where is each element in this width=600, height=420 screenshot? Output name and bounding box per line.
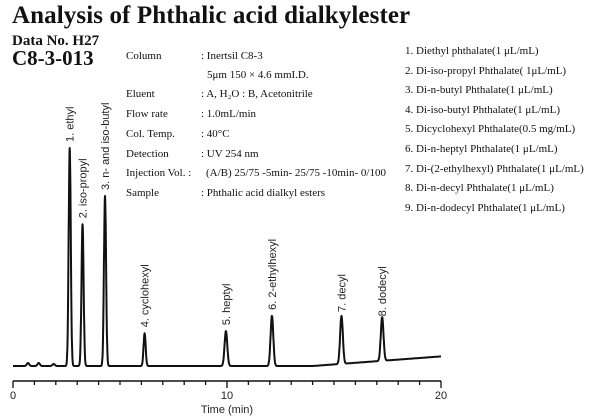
svg-text:10: 10	[221, 390, 233, 402]
svg-text:7. decyl: 7. decyl	[337, 274, 349, 312]
data-number: Data No. H27	[12, 33, 100, 49]
page-title: Analysis of Phthalic acid dialkylester	[12, 2, 411, 29]
condition-column-dims: 5μm 150 × 4.6 mmI.D.	[207, 69, 309, 81]
svg-text:20: 20	[435, 390, 447, 402]
svg-text:0: 0	[10, 390, 16, 402]
condition-col-temp: Col. Temp.: 40°C	[126, 128, 230, 140]
legend-item: 6. Di-n-heptyl Phthalate(1 μL/mL)	[405, 142, 558, 155]
condition-column: Column: Inertsil C8-3	[126, 50, 263, 62]
svg-text:5. heptyl: 5. heptyl	[221, 284, 233, 326]
legend-item: 4. Di-iso-butyl Phthalate(1 μL/mL)	[405, 103, 560, 116]
legend-item: 5. Dicyclohexyl Phthalate(0.5 mg/mL)	[405, 123, 576, 136]
svg-text:2. iso-propyl: 2. iso-propyl	[78, 158, 90, 218]
svg-text:4. cyclohexyl: 4. cyclohexyl	[140, 264, 152, 327]
legend-item: 9. Di-n-dodecyl Phthalate(1 μL/mL)	[405, 201, 565, 214]
column-code: C8-3-013	[12, 46, 94, 70]
legend-item: 8. Di-n-decyl Phthalate(1 μL/mL)	[405, 182, 554, 195]
compound-legend: 1. Diethyl phthalate(1 μL/mL) 2. Di-iso-…	[405, 42, 584, 218]
x-axis: 0 10 20	[10, 380, 447, 402]
svg-text:3. n- and iso-butyl: 3. n- and iso-butyl	[100, 103, 112, 190]
svg-text:8. dodecyl: 8. dodecyl	[377, 266, 389, 316]
condition-injection: Injection Vol. : (A/B) 25/75 -5min- 25/75…	[126, 167, 386, 179]
legend-item: 7. Di-(2-ethylhexyl) Phthalate(1 μL/mL)	[405, 162, 584, 175]
legend-item: 2. Di-iso-propyl Phthalate( 1μL/mL)	[405, 64, 567, 77]
condition-detection: Detection: UV 254 nm	[126, 148, 259, 160]
legend-item: 3. Di-n-butyl Phthalate(1 μL/mL)	[405, 84, 553, 97]
condition-sample: Sample: Phthalic acid dialkyl esters	[126, 187, 326, 199]
peak-labels: 1. ethyl 2. iso-propyl 3. n- and iso-butyl…	[65, 103, 389, 328]
legend-item: 1. Diethyl phthalate(1 μL/mL)	[405, 45, 539, 57]
x-axis-label: Time (min)	[201, 404, 253, 416]
chromatogram-trace	[12, 147, 442, 367]
condition-eluent: Eluent: A, H₂O : B, Acetonitrile	[126, 88, 313, 100]
svg-text:6. 2-ethylhexyl: 6. 2-ethylhexyl	[267, 239, 279, 310]
condition-flow-rate: Flow rate: 1.0mL/min	[126, 108, 256, 120]
svg-text:1. ethyl: 1. ethyl	[65, 107, 77, 142]
